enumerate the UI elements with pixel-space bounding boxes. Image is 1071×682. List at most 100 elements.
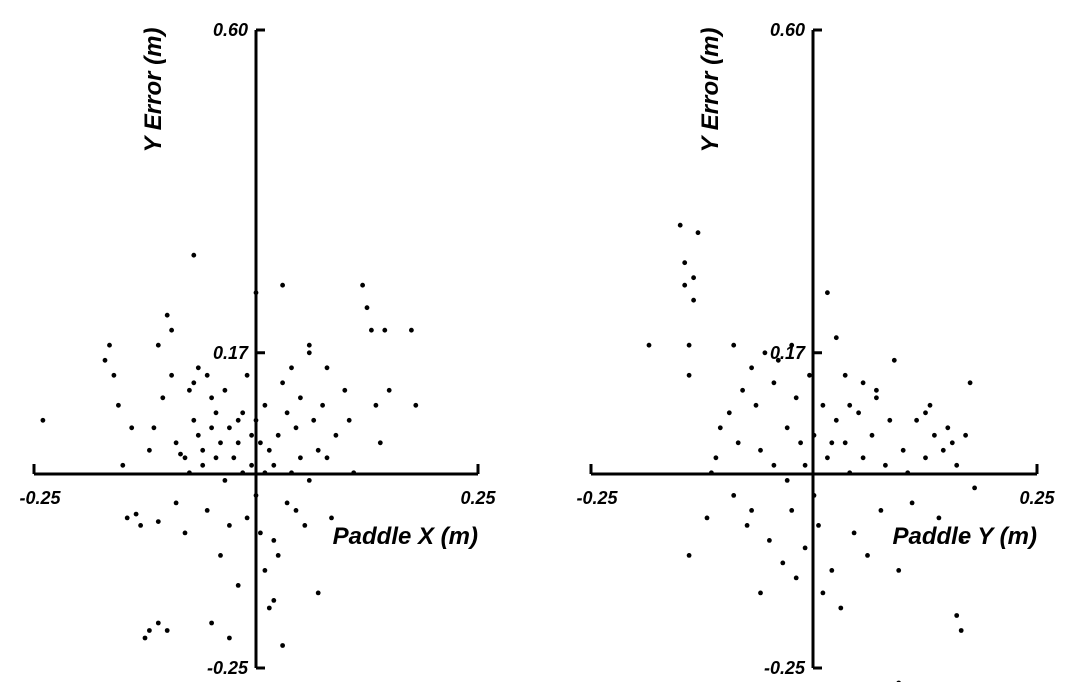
data-point xyxy=(686,372,692,378)
data-point xyxy=(231,455,237,461)
data-point xyxy=(825,290,830,296)
data-point xyxy=(266,447,272,453)
data-point xyxy=(258,440,263,446)
data-point xyxy=(40,417,46,423)
data-point xyxy=(258,530,263,536)
data-point xyxy=(963,432,968,438)
chart-panel-2: -0.25 0.25 0.60 0.17 -0.25 Paddle Y (m) Y Erro… xyxy=(576,20,1055,682)
data-point xyxy=(758,590,763,596)
data-point xyxy=(820,590,826,596)
data-point xyxy=(369,327,374,333)
data-point xyxy=(972,485,977,491)
x-tick-label: 0.25 xyxy=(460,488,496,508)
data-point xyxy=(262,568,268,573)
data-point xyxy=(860,455,866,461)
data-point xyxy=(169,327,175,333)
x-tick-label: -0.25 xyxy=(576,488,618,508)
data-point xyxy=(200,462,206,468)
data-point xyxy=(909,500,915,506)
data-point xyxy=(306,478,312,483)
y-tick-label: 0.17 xyxy=(213,343,249,363)
data-point xyxy=(891,357,897,363)
data-point xyxy=(646,342,652,348)
data-point xyxy=(204,508,210,513)
data-point xyxy=(762,350,768,356)
data-point xyxy=(275,432,281,438)
data-point xyxy=(771,462,777,468)
data-point xyxy=(869,432,875,438)
data-point xyxy=(262,402,268,408)
y-tick-label: 0.60 xyxy=(770,20,805,40)
data-point xyxy=(878,508,884,513)
data-point xyxy=(320,402,325,408)
data-point xyxy=(833,335,839,341)
data-point xyxy=(382,327,388,333)
data-point xyxy=(116,402,121,408)
data-point xyxy=(829,568,835,573)
data-point xyxy=(749,365,754,371)
data-point xyxy=(351,470,357,476)
data-point xyxy=(142,635,148,641)
data-point xyxy=(107,342,112,348)
data-point xyxy=(244,515,250,521)
data-point xyxy=(767,538,772,543)
data-point xyxy=(298,455,303,461)
data-point xyxy=(677,222,683,228)
data-point xyxy=(342,387,348,393)
data-point xyxy=(191,417,197,423)
data-point xyxy=(266,605,272,611)
data-point xyxy=(280,282,285,288)
data-point xyxy=(151,425,157,431)
data-point xyxy=(275,553,281,558)
data-point xyxy=(271,462,277,468)
data-point xyxy=(240,410,246,416)
data-point xyxy=(789,508,795,513)
data-point xyxy=(324,365,330,371)
data-point xyxy=(173,500,179,506)
x-tick-label: 0.25 xyxy=(1019,488,1055,508)
data-point xyxy=(874,387,879,393)
data-point xyxy=(182,455,188,461)
data-point xyxy=(811,493,817,498)
data-point xyxy=(164,312,170,318)
data-point xyxy=(749,508,754,513)
data-point xyxy=(717,425,723,431)
data-point xyxy=(235,417,241,423)
data-point xyxy=(155,519,161,524)
data-point xyxy=(851,530,857,536)
data-point xyxy=(195,432,201,438)
y-axis-label: Y Error (m) xyxy=(140,28,167,153)
data-point xyxy=(191,252,197,258)
data-point xyxy=(293,508,299,513)
data-point xyxy=(709,470,714,476)
data-point xyxy=(816,523,821,528)
data-point xyxy=(284,410,290,416)
data-point xyxy=(731,342,737,348)
data-point xyxy=(771,380,777,386)
data-point xyxy=(262,470,268,476)
data-point xyxy=(896,568,902,573)
data-point xyxy=(740,387,745,393)
data-point xyxy=(838,605,844,611)
data-point xyxy=(682,260,688,266)
data-point xyxy=(222,478,228,483)
data-point xyxy=(213,410,219,416)
data-point xyxy=(284,500,290,506)
data-point xyxy=(802,545,808,551)
data-point xyxy=(306,342,312,348)
data-point xyxy=(235,583,241,588)
data-point xyxy=(373,402,379,408)
data-point xyxy=(271,598,277,603)
data-point xyxy=(289,365,294,371)
data-point xyxy=(315,447,321,453)
data-point xyxy=(847,402,853,408)
data-point xyxy=(240,470,246,476)
data-point xyxy=(704,515,710,521)
data-point xyxy=(923,455,928,461)
data-point xyxy=(860,380,866,386)
y-axis-label: Y Error (m) xyxy=(697,28,724,153)
data-point xyxy=(691,297,696,303)
data-point xyxy=(682,282,688,288)
data-point xyxy=(244,372,250,378)
